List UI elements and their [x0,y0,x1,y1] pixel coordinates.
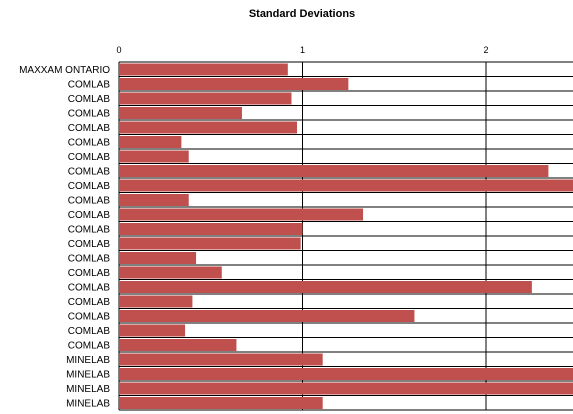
bar [119,63,288,76]
x-tick-label: 0 [116,45,121,55]
bar [119,237,301,250]
bar [119,266,222,279]
category-label: COMLAB [68,340,111,351]
bar [119,353,323,366]
category-label: COMLAB [68,181,111,192]
category-label: MINELAB [66,398,110,409]
category-label: MINELAB [66,384,110,395]
bar [119,223,303,235]
category-label: COMLAB [68,137,111,148]
category-label: COMLAB [68,282,111,293]
category-label: MINELAB [66,369,110,380]
category-label: COMLAB [68,326,111,337]
bar [119,295,193,308]
category-label: COMLAB [68,224,111,235]
bar [119,165,549,177]
bar [119,397,323,409]
category-label: COMLAB [68,94,111,105]
bar [119,179,573,192]
category-label: COMLAB [68,166,111,177]
bar [119,136,182,148]
x-tick-labels: 0 1 2 [116,45,488,55]
bar [119,252,197,264]
category-label: COMLAB [68,311,111,322]
chart-title: Standard Deviations [249,8,355,20]
bar [119,339,237,351]
category-label: COMLAB [68,123,111,134]
category-label: COMLAB [68,210,111,221]
category-label: MAXXAM ONTARIO [19,65,110,76]
bar [119,121,297,134]
bar [119,382,573,395]
bar [119,310,415,322]
bar [119,368,573,380]
bar [119,324,186,337]
bar [119,150,189,163]
category-label: COMLAB [68,268,111,279]
category-labels: MAXXAM ONTARIO COMLAB COMLAB COMLAB COMLAB CO… [19,65,110,410]
x-tick-label: 2 [483,45,488,55]
category-label: COMLAB [68,79,111,90]
grid-lines [118,61,573,411]
x-tick-label: 1 [300,45,305,55]
bar [119,107,242,119]
category-label: MINELAB [66,355,110,366]
bars [119,63,573,409]
category-label: COMLAB [68,195,111,206]
category-label: COMLAB [68,152,111,163]
category-label: COMLAB [68,108,111,119]
category-label: COMLAB [68,239,111,250]
bar [119,281,532,293]
bar [119,92,292,105]
bar [119,208,364,221]
bar [119,78,349,90]
bar [119,194,189,206]
category-label: COMLAB [68,253,111,264]
category-label: COMLAB [68,297,111,308]
